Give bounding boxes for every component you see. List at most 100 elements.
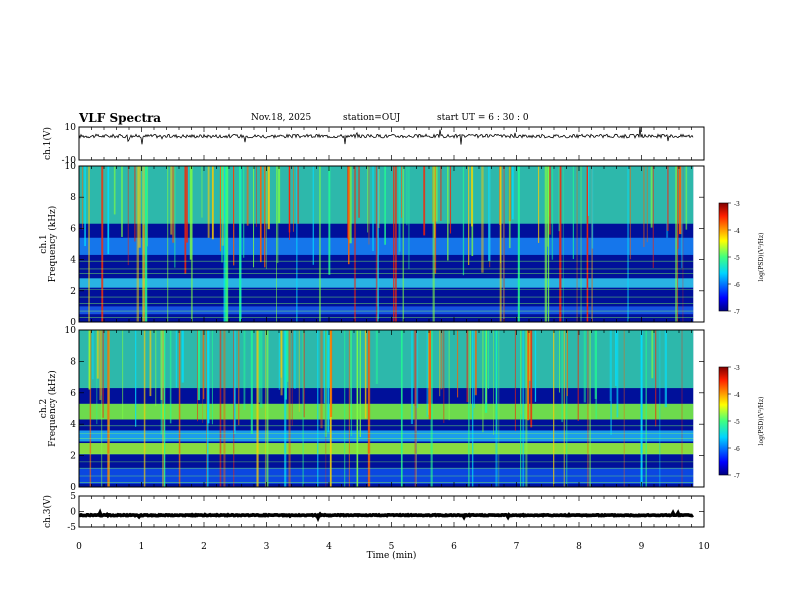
sferic-streak — [394, 166, 397, 322]
ch1-colorbar-tick-label: -7 — [734, 309, 740, 316]
y-tick-label: 8 — [70, 357, 76, 367]
sferic-streak — [347, 166, 350, 265]
sferic-streak — [303, 330, 305, 418]
sferic-streak — [685, 166, 688, 230]
sferic-streak — [645, 330, 647, 487]
sferic-streak — [609, 330, 611, 402]
sferic-streak — [376, 166, 379, 322]
sferic-streak — [276, 166, 277, 322]
spectrogram-band — [79, 430, 694, 442]
sferic-streak — [284, 330, 287, 487]
spectrogram-ch1-spectrogram — [79, 166, 704, 322]
sferic-streak — [426, 330, 428, 417]
ch1-colorbar-tick-label: -5 — [734, 255, 740, 262]
sferic-streak — [96, 330, 99, 379]
sferic-streak — [102, 330, 104, 418]
y-tick-label: 4 — [70, 256, 76, 266]
sferic-streak — [226, 166, 228, 322]
sferic-streak — [264, 166, 266, 268]
sferic-streak — [147, 166, 149, 247]
date-label: Nov.18, 2025 — [251, 113, 312, 123]
y-tick-label: -10 — [62, 156, 77, 166]
sferic-streak — [643, 166, 645, 248]
y-tick-label: 0 — [70, 318, 76, 328]
sferic-streak — [253, 166, 255, 268]
sferic-streak — [99, 330, 102, 401]
sferic-streak — [267, 166, 270, 230]
spectrogram-band — [79, 443, 694, 455]
sferic-streak — [143, 166, 145, 225]
ch2-colorbar-tick-label: -5 — [734, 419, 740, 426]
sferic-streak — [457, 330, 459, 398]
sferic-streak — [359, 330, 361, 438]
sferic-streak — [439, 330, 441, 397]
sferic-streak — [174, 166, 176, 268]
y-tick-label: -5 — [67, 523, 76, 533]
spectrogram-band — [79, 166, 694, 224]
sferic-streak — [142, 166, 145, 322]
sferic-streak — [659, 330, 661, 487]
sferic-streak — [143, 330, 146, 487]
sferic-streak — [364, 330, 367, 419]
sferic-streak — [623, 330, 625, 487]
sferic-streak — [640, 330, 643, 487]
x-tick-label: 6 — [451, 542, 457, 552]
sferic-streak — [250, 330, 253, 434]
sferic-streak — [264, 330, 266, 487]
sferic-streak — [243, 330, 246, 410]
spectrogram-band — [79, 306, 694, 315]
sferic-streak — [318, 166, 321, 322]
x-tick-label: 0 — [76, 542, 82, 552]
sferic-streak — [280, 330, 283, 378]
sferic-streak — [384, 166, 386, 245]
sferic-streak — [495, 330, 498, 435]
sferic-streak — [551, 166, 554, 260]
sferic-streak — [240, 166, 242, 322]
sferic-streak — [544, 166, 548, 322]
sferic-streak — [185, 166, 189, 243]
sferic-streak — [160, 330, 163, 435]
sferic-streak — [594, 330, 597, 399]
sferic-streak — [511, 166, 514, 220]
y-tick-label: 4 — [70, 420, 76, 430]
sferic-streak — [219, 330, 222, 487]
no-data-region — [693, 166, 704, 322]
ch2-spectrogram-ylabel: Frequency (kHz) — [47, 370, 58, 447]
sferic-streak — [288, 330, 291, 487]
sferic-streak — [92, 330, 94, 380]
sferic-streak — [520, 330, 522, 487]
sferic-streak — [84, 166, 86, 247]
sferic-streak — [443, 330, 445, 424]
sferic-streak — [88, 166, 90, 322]
sferic-streak — [347, 166, 348, 239]
x-tick-label: 2 — [201, 542, 207, 552]
sferic-streak — [448, 330, 450, 421]
sferic-streak — [233, 330, 236, 435]
sferic-streak — [224, 166, 227, 322]
sferic-streak — [428, 330, 429, 415]
sferic-streak — [175, 330, 178, 388]
sferic-streak — [294, 330, 296, 389]
sferic-streak — [514, 330, 516, 431]
x-tick-label: 4 — [326, 542, 332, 552]
sferic-streak — [549, 166, 551, 235]
sferic-streak — [440, 330, 443, 390]
sferic-streak — [330, 330, 333, 417]
sferic-streak — [358, 166, 361, 218]
sferic-streak — [430, 330, 433, 487]
sferic-streak — [498, 330, 500, 487]
sferic-streak — [302, 330, 304, 487]
spectrogram-band — [79, 278, 694, 288]
sferic-streak — [468, 330, 470, 487]
sferic-streak — [471, 330, 474, 487]
sferic-streak — [627, 166, 629, 322]
ch2-colorbar-label: log(PSD)(V²/Hz) — [758, 397, 765, 446]
sferic-streak — [583, 330, 586, 403]
sferic-streak — [81, 166, 83, 230]
sferic-streak — [572, 166, 574, 260]
sferic-streak — [202, 330, 204, 423]
sferic-streak — [122, 330, 124, 420]
sferic-streak — [134, 166, 136, 242]
sferic-streak — [312, 166, 314, 265]
